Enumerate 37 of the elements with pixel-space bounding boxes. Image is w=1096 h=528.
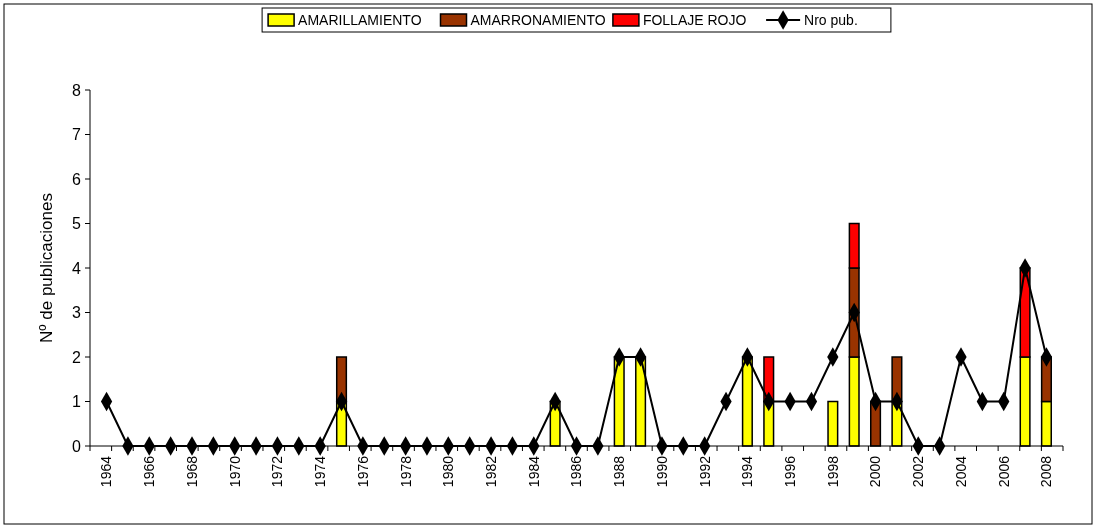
y-tick-label: 5 [72, 215, 82, 233]
x-tick-label: 1982 [482, 455, 499, 488]
x-tick-label: 1998 [824, 455, 841, 488]
x-tick-label: 1964 [98, 455, 115, 488]
x-tick-label: 1974 [312, 455, 329, 488]
y-tick-label: 8 [72, 81, 82, 99]
x-tick-label: 2002 [910, 455, 927, 488]
y-axis-title: Nº de publicaciones [37, 193, 56, 343]
y-tick-label: 0 [72, 437, 82, 455]
x-tick-label: 1966 [141, 455, 158, 488]
y-tick-label: 7 [72, 126, 82, 144]
x-tick-label: 1988 [611, 455, 628, 488]
x-tick-label: 1972 [269, 455, 286, 488]
x-tick-label: 1984 [525, 455, 542, 488]
x-tick-label: 1968 [183, 455, 200, 488]
x-tick-label: 1996 [782, 455, 799, 488]
legend-label: FOLLAJE ROJO [642, 11, 747, 28]
x-tick-label: 1990 [653, 455, 670, 488]
x-tick-label: 1978 [397, 455, 414, 488]
legend-label: AMARILLAMIENTO [298, 11, 422, 28]
x-tick-label: 1986 [568, 455, 585, 488]
x-tick-label: 2008 [1038, 455, 1055, 488]
legend-label: AMARRONAMIENTO [470, 11, 606, 28]
y-tick-label: 4 [72, 259, 82, 277]
y-tick-label: 6 [72, 170, 82, 188]
legend-label: Nro pub. [804, 11, 858, 28]
x-tick-label: 1994 [739, 455, 756, 488]
y-tick-label: 2 [72, 348, 82, 366]
x-tick-label: 2006 [995, 455, 1012, 488]
x-tick-label: 1976 [354, 455, 371, 488]
x-tick-label: 2004 [952, 455, 969, 488]
y-tick-label: 3 [72, 304, 82, 322]
y-tick-label: 1 [72, 393, 82, 411]
x-tick-label: 1980 [440, 455, 457, 488]
x-tick-label: 2000 [867, 455, 884, 488]
x-tick-label: 1992 [696, 455, 713, 488]
x-tick-label: 1970 [226, 455, 243, 488]
